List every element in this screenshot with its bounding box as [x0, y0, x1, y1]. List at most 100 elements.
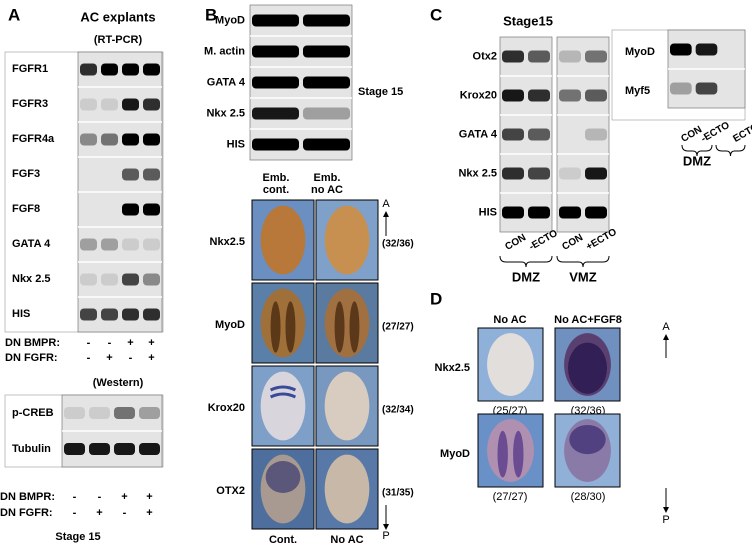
- ratio-label: (28/30): [571, 491, 606, 503]
- band: [528, 206, 550, 219]
- band: [101, 273, 118, 286]
- band: [143, 238, 160, 251]
- band: [101, 98, 118, 111]
- stain: [568, 342, 607, 394]
- lane-label: ECTO: [731, 121, 752, 144]
- sign: +: [146, 507, 152, 519]
- embryo-image: [315, 365, 379, 447]
- stain: [569, 424, 606, 455]
- band: [122, 168, 139, 181]
- band: [101, 133, 118, 146]
- lane-label: Emb.: [314, 172, 341, 184]
- band: [101, 238, 118, 251]
- row-label: Nkx2.5: [435, 362, 470, 374]
- gene-label: FGFR1: [12, 63, 48, 75]
- band: [80, 238, 97, 251]
- panel-label: C: [430, 5, 442, 24]
- gene-label: Krox20: [460, 89, 497, 101]
- ratio-label: (32/34): [382, 405, 414, 416]
- band: [528, 50, 550, 63]
- sign: +: [146, 491, 152, 503]
- embryo: [324, 288, 370, 358]
- stage-label: Stage 15: [55, 531, 100, 543]
- embryo: [487, 419, 534, 482]
- embryo-image: [477, 413, 544, 488]
- stain: [269, 392, 297, 399]
- band: [101, 63, 118, 76]
- stage-label: Stage15: [503, 13, 553, 28]
- panel-title: AC explants: [80, 9, 155, 24]
- rt-pcr-gel: [556, 36, 610, 233]
- band: [695, 43, 718, 56]
- band: [143, 98, 160, 111]
- condition-label: DN FGFR:: [5, 352, 58, 364]
- band: [80, 63, 97, 76]
- protein-label: p-CREB: [12, 407, 54, 419]
- gene-label: Nkx 2.5: [458, 167, 497, 179]
- band: [585, 128, 607, 141]
- embryo-image: [251, 199, 315, 281]
- axis-label: A: [662, 321, 670, 333]
- embryo-image: [554, 413, 621, 488]
- group-label: DMZ: [512, 269, 540, 284]
- stain: [349, 301, 360, 353]
- band: [80, 98, 97, 111]
- band: [122, 133, 139, 146]
- band: [559, 206, 581, 219]
- band: [559, 89, 581, 102]
- row-label: Krox20: [208, 402, 245, 414]
- band: [122, 98, 139, 111]
- row-label: MyoD: [440, 448, 470, 460]
- embryo-image: [554, 327, 621, 402]
- embryo-image: [251, 448, 315, 530]
- sign: +: [148, 352, 154, 364]
- band: [528, 89, 550, 102]
- group-label: VMZ: [569, 269, 597, 284]
- band: [585, 50, 607, 63]
- gene-label: Otx2: [473, 50, 497, 62]
- band: [252, 138, 299, 151]
- ratio-label: (31/35): [382, 488, 414, 499]
- embryo: [260, 288, 306, 358]
- sign: -: [98, 491, 102, 503]
- band: [64, 443, 85, 455]
- embryo: [260, 205, 306, 275]
- axis-label: P: [662, 514, 669, 526]
- band: [252, 45, 299, 58]
- band: [670, 82, 692, 95]
- band: [139, 407, 160, 419]
- lane-label: CON: [560, 232, 585, 253]
- band: [89, 443, 110, 455]
- gene-label: GATA 4: [207, 76, 246, 88]
- embryo-image: [477, 327, 544, 402]
- panel-label: B: [205, 5, 217, 24]
- sign: -: [87, 337, 91, 349]
- stain: [497, 430, 508, 478]
- embryo: [324, 371, 370, 441]
- embryo: [260, 371, 306, 441]
- column-label: No AC: [493, 314, 526, 326]
- subtitle: (RT-PCR): [94, 34, 143, 46]
- gene-label: FGF3: [12, 168, 40, 180]
- group-label: DMZ: [683, 153, 711, 168]
- band: [585, 89, 607, 102]
- sign: +: [96, 507, 102, 519]
- gene-label: GATA 4: [459, 128, 498, 140]
- stain: [270, 301, 281, 353]
- stain: [269, 385, 297, 392]
- band: [252, 14, 299, 27]
- stain: [334, 301, 345, 353]
- band: [80, 133, 97, 146]
- band: [670, 43, 692, 56]
- band: [303, 138, 350, 151]
- embryo: [487, 333, 534, 396]
- condition-label: DN FGFR:: [0, 507, 53, 519]
- band: [122, 203, 139, 216]
- band: [559, 50, 581, 63]
- band: [502, 128, 524, 141]
- gene-label: MyoD: [215, 14, 245, 26]
- band: [528, 128, 550, 141]
- protein-label: Tubulin: [12, 443, 51, 455]
- axis-label: A: [382, 198, 390, 210]
